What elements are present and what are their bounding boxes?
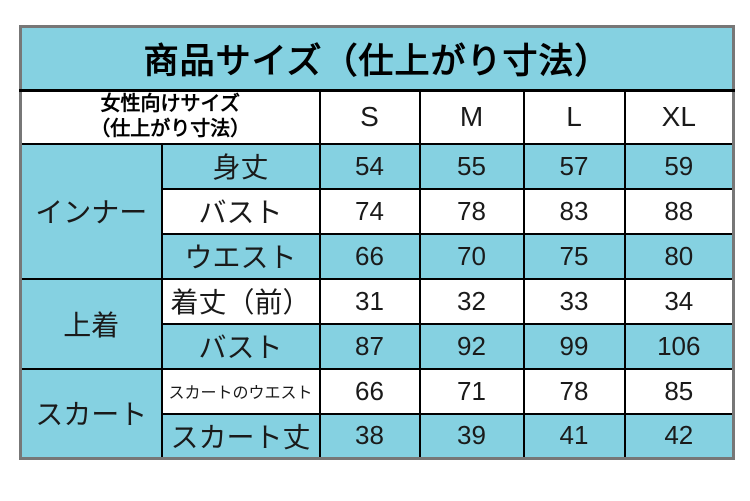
corner-header: 女性向けサイズ （仕上がり寸法） (19, 89, 321, 145)
size-value: 99 (522, 322, 626, 370)
col-header-s: S (318, 89, 421, 145)
size-value: 78 (418, 187, 525, 235)
size-table: 商品サイズ（仕上がり寸法） 女性向けサイズ （仕上がり寸法） S M L XL … (19, 25, 736, 460)
size-value: 32 (418, 277, 525, 325)
size-value: 42 (623, 412, 735, 460)
size-value: 88 (623, 187, 735, 235)
size-value: 71 (418, 367, 525, 415)
row-label: ウエスト (160, 232, 321, 280)
size-value: 80 (623, 232, 735, 280)
size-value: 75 (522, 232, 626, 280)
size-value: 83 (522, 187, 626, 235)
row-label: スカートのウエスト (160, 367, 321, 415)
size-value: 41 (522, 412, 626, 460)
size-value: 59 (623, 142, 735, 190)
row-label: 身丈 (160, 142, 321, 190)
size-value: 78 (522, 367, 626, 415)
size-value: 33 (522, 277, 626, 325)
size-value: 106 (623, 322, 735, 370)
size-value: 39 (418, 412, 525, 460)
size-value: 66 (318, 232, 421, 280)
size-value: 85 (623, 367, 735, 415)
table-title: 商品サイズ（仕上がり寸法） (19, 25, 735, 92)
col-header-m: M (418, 89, 525, 145)
category-cell-inner: インナー (19, 142, 163, 280)
category-cell-jacket: 上着 (19, 277, 163, 370)
category-cell-skirt: スカート (19, 367, 163, 460)
size-value: 55 (418, 142, 525, 190)
size-value: 92 (418, 322, 525, 370)
size-value: 34 (623, 277, 735, 325)
col-header-l: L (522, 89, 626, 145)
corner-header-line2: （仕上がり寸法） (90, 118, 251, 141)
size-value: 38 (318, 412, 421, 460)
size-value: 57 (522, 142, 626, 190)
size-value: 70 (418, 232, 525, 280)
size-value: 74 (318, 187, 421, 235)
row-label: スカート丈 (160, 412, 321, 460)
corner-header-line1: 女性向けサイズ (100, 93, 240, 116)
row-label: バスト (160, 187, 321, 235)
row-label: 着丈（前） (160, 277, 321, 325)
size-value: 87 (318, 322, 421, 370)
size-value: 31 (318, 277, 421, 325)
size-value: 54 (318, 142, 421, 190)
size-value: 66 (318, 367, 421, 415)
row-label: バスト (160, 322, 321, 370)
col-header-xl: XL (623, 89, 735, 145)
